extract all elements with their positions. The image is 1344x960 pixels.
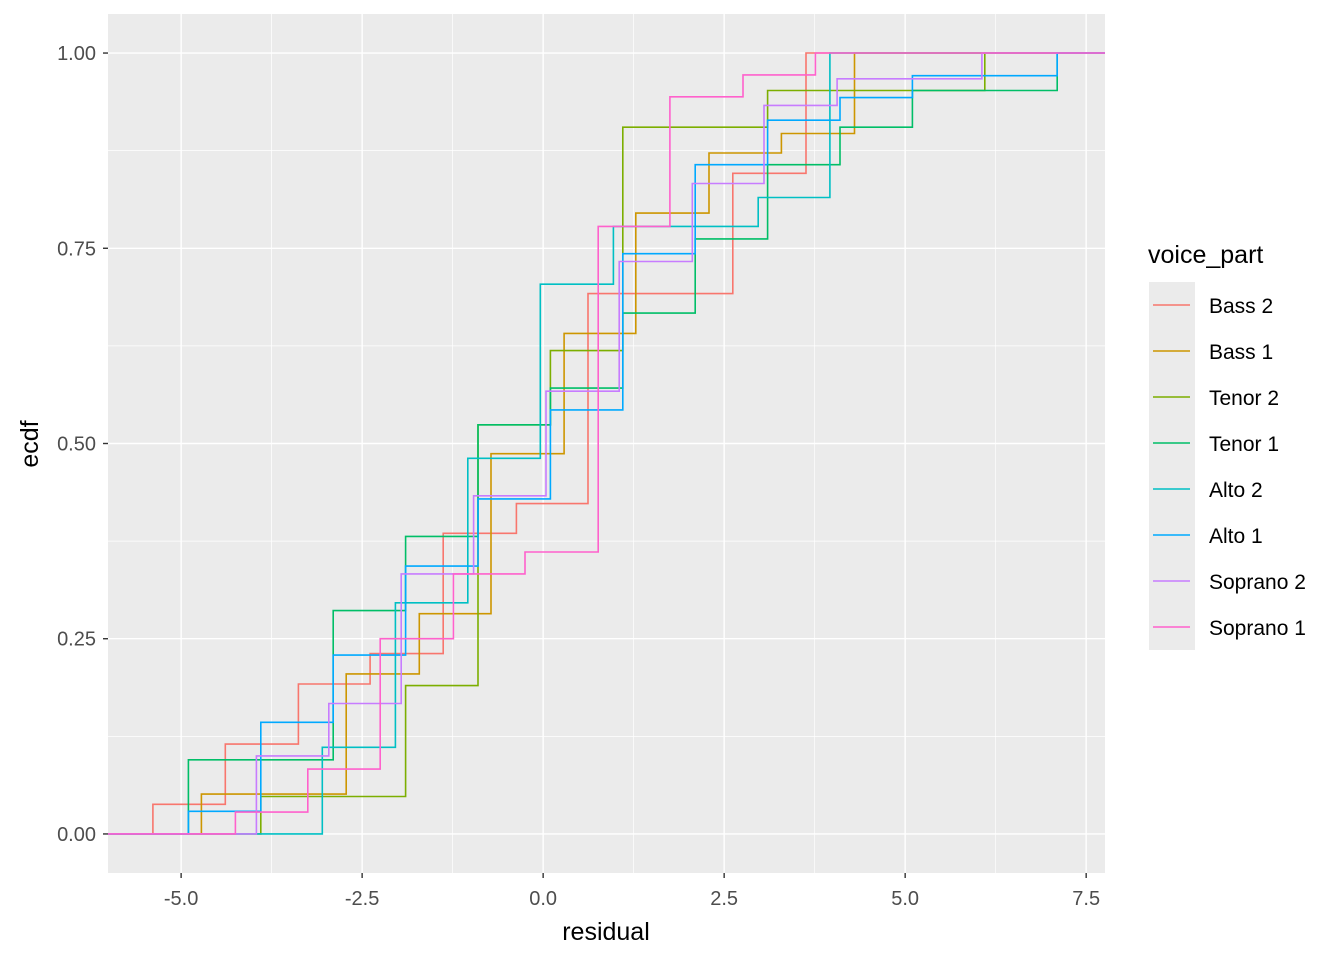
x-tick-label: 2.5 — [710, 888, 738, 910]
y-axis-title: ecdf — [16, 420, 44, 467]
x-tick-label: 0.0 — [529, 888, 557, 910]
legend-label: Soprano 2 — [1209, 571, 1306, 594]
y-tick-label: 0.75 — [57, 238, 96, 260]
legend-label: Soprano 1 — [1209, 617, 1306, 640]
y-axis: 0.00 0.25 0.50 0.75 1.00 — [57, 43, 108, 846]
legend-label: Alto 1 — [1209, 525, 1263, 548]
ecdf-line-bass-1 — [108, 52, 1105, 835]
legend-label: Bass 1 — [1209, 341, 1273, 364]
legend-title: voice_part — [1148, 241, 1263, 269]
legend: voice_part Bass 2 Bass 1 Tenor 2 Tenor 1 Alt… — [1148, 241, 1306, 650]
series-lines — [108, 52, 1105, 835]
legend-label: Tenor 1 — [1209, 433, 1279, 456]
x-axis: -5.0 -2.5 0.0 2.5 5.0 7.5 — [164, 873, 1100, 910]
legend-key-background — [1149, 282, 1195, 650]
ecdf-line-alto-2 — [108, 52, 1105, 835]
x-axis-title: residual — [562, 918, 650, 946]
ecdf-line-alto-1 — [108, 52, 1105, 835]
y-tick-label: 0.25 — [57, 629, 96, 651]
y-tick-label: 0.50 — [57, 434, 96, 456]
ecdf-line-soprano-2 — [108, 52, 1105, 835]
x-tick-label: 7.5 — [1072, 888, 1100, 910]
legend-label: Tenor 2 — [1209, 387, 1279, 410]
ecdf-line-soprano-1 — [108, 52, 1105, 835]
legend-label: Alto 2 — [1209, 479, 1263, 502]
legend-label: Bass 2 — [1209, 295, 1273, 318]
y-tick-label: 1.00 — [57, 43, 96, 65]
y-tick-label: 0.00 — [57, 824, 96, 846]
x-tick-label: -2.5 — [345, 888, 379, 910]
x-tick-label: 5.0 — [891, 888, 919, 910]
x-tick-label: -5.0 — [164, 888, 198, 910]
